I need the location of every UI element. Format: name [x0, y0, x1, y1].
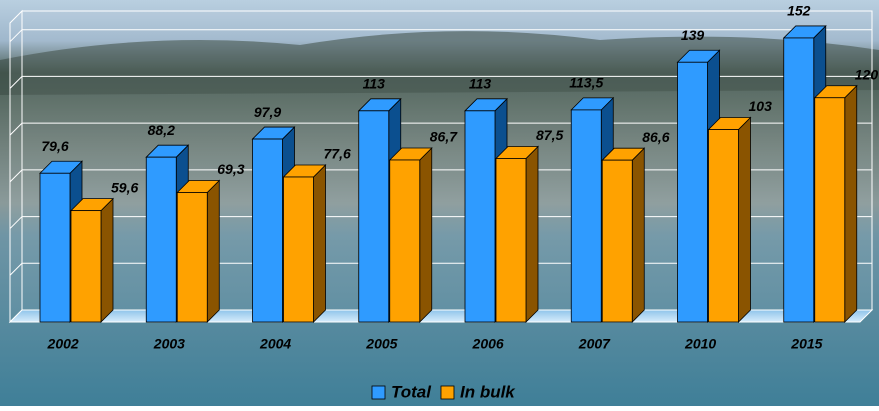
- bar: [496, 158, 526, 322]
- x-tick-label: 2006: [472, 336, 504, 352]
- left-wall: [10, 11, 22, 322]
- value-label: 120: [855, 66, 879, 82]
- value-label: 113: [469, 76, 492, 92]
- x-tick-label: 2010: [684, 336, 716, 352]
- bar: [815, 98, 845, 322]
- bar-side: [845, 86, 857, 322]
- bar: [284, 177, 314, 322]
- value-label: 103: [749, 98, 773, 114]
- value-label: 86,6: [642, 129, 669, 145]
- x-tick-label: 2004: [259, 336, 291, 352]
- bar: [146, 157, 176, 322]
- value-label: 152: [787, 3, 811, 19]
- legend-swatch: [441, 386, 454, 399]
- bar-side: [101, 199, 113, 322]
- x-tick-label: 2015: [790, 336, 822, 352]
- value-label: 86,7: [430, 129, 458, 145]
- value-label: 113: [363, 76, 386, 92]
- bar: [784, 38, 814, 322]
- value-label: 139: [681, 27, 705, 43]
- bar: [465, 111, 495, 322]
- x-tick-label: 2003: [153, 336, 185, 352]
- x-tick-label: 2002: [47, 336, 79, 352]
- value-label: 79,6: [41, 138, 68, 154]
- x-tick-label: 2005: [365, 336, 397, 352]
- value-label: 59,6: [111, 179, 138, 195]
- bar: [709, 130, 739, 322]
- bar-side: [420, 148, 432, 322]
- value-label: 69,3: [217, 161, 244, 177]
- bar-side: [526, 146, 538, 322]
- bar: [359, 111, 389, 322]
- bar-side: [739, 118, 751, 322]
- bar: [602, 160, 632, 322]
- bar: [253, 139, 283, 322]
- x-tick-label: 2007: [578, 336, 611, 352]
- value-label: 113,5: [569, 75, 603, 91]
- value-label: 87,5: [536, 127, 563, 143]
- legend-label: In bulk: [460, 382, 516, 401]
- value-label: 88,2: [148, 122, 175, 138]
- bar: [177, 192, 207, 322]
- legend-swatch: [372, 386, 385, 399]
- bar: [571, 110, 601, 322]
- legend-label: Total: [391, 382, 432, 401]
- value-label: 97,9: [254, 104, 281, 120]
- bar-side: [314, 165, 326, 322]
- value-label: 77,6: [324, 146, 351, 162]
- chart: 2002 79,6 59,6 2003 88,2 69,3 2004 97,9 77,6 2005…: [0, 0, 879, 406]
- bar-side: [207, 180, 219, 322]
- bar: [390, 160, 420, 322]
- bar: [40, 173, 70, 322]
- bar: [678, 62, 708, 322]
- bar: [71, 211, 101, 322]
- bar-side: [632, 148, 644, 322]
